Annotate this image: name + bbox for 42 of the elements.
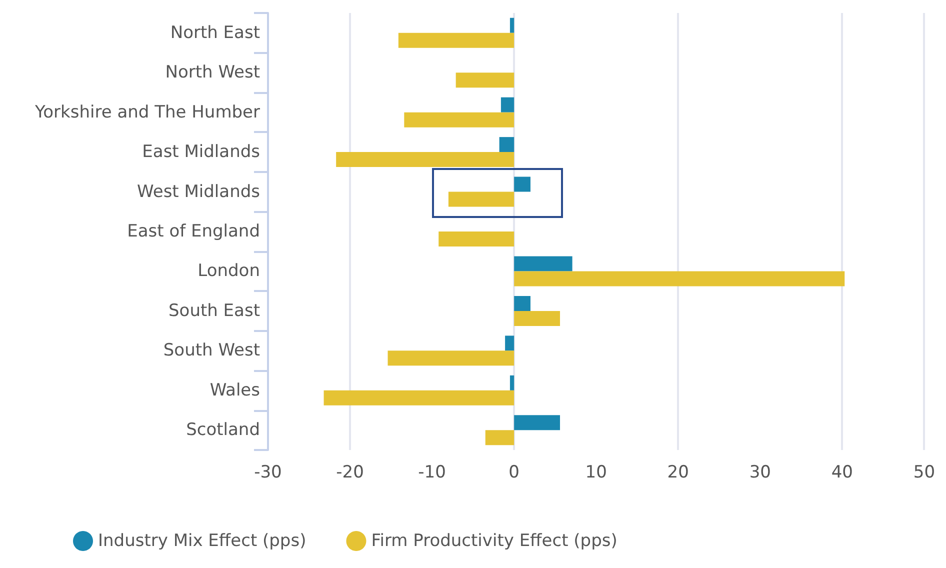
- bar: [499, 137, 514, 152]
- bar: [514, 176, 530, 192]
- x-tick-label: 20: [667, 462, 689, 482]
- bar: [398, 32, 514, 48]
- bar: [485, 430, 514, 446]
- bar: [514, 256, 572, 272]
- bar: [500, 97, 514, 112]
- bar: [324, 390, 514, 406]
- bar: [514, 415, 560, 430]
- x-tick-label: 0: [508, 462, 520, 482]
- y-tick-label: East of England: [127, 222, 260, 242]
- bar: [438, 232, 514, 246]
- y-tick-label: London: [198, 261, 260, 282]
- bar: [505, 336, 514, 351]
- x-tick-label: 50: [913, 462, 936, 482]
- bar: [456, 72, 514, 88]
- bar: [388, 350, 514, 366]
- x-tick-label: 30: [749, 462, 771, 482]
- y-tick-label: Yorkshire and The Humber: [34, 102, 260, 122]
- y-tick-label: East Midlands: [142, 142, 260, 162]
- bar: [448, 192, 514, 207]
- y-tick-label: North East: [170, 22, 260, 43]
- bar: [514, 271, 845, 286]
- x-tick-label: -20: [336, 462, 364, 482]
- y-tick-label: West Midlands: [137, 182, 260, 202]
- y-tick-label: South East: [168, 300, 260, 321]
- y-tick-label: South West: [163, 340, 260, 361]
- x-tick-label: 10: [585, 462, 607, 482]
- x-tick-label: 40: [831, 462, 853, 482]
- x-tick-label: -10: [418, 462, 446, 482]
- bar: [336, 152, 514, 168]
- bar: [510, 18, 514, 33]
- bar: [514, 296, 530, 311]
- y-tick-label: North West: [165, 62, 260, 83]
- bar: [510, 375, 514, 390]
- x-tick-label: -30: [254, 462, 282, 482]
- bar: [404, 112, 514, 128]
- y-tick-label: Scotland: [186, 420, 260, 440]
- legend-label: Industry Mix Effect (pps): [98, 531, 306, 551]
- y-tick-label: Wales: [210, 380, 260, 400]
- legend-label: Firm Productivity Effect (pps): [371, 531, 618, 551]
- bar: [514, 310, 560, 326]
